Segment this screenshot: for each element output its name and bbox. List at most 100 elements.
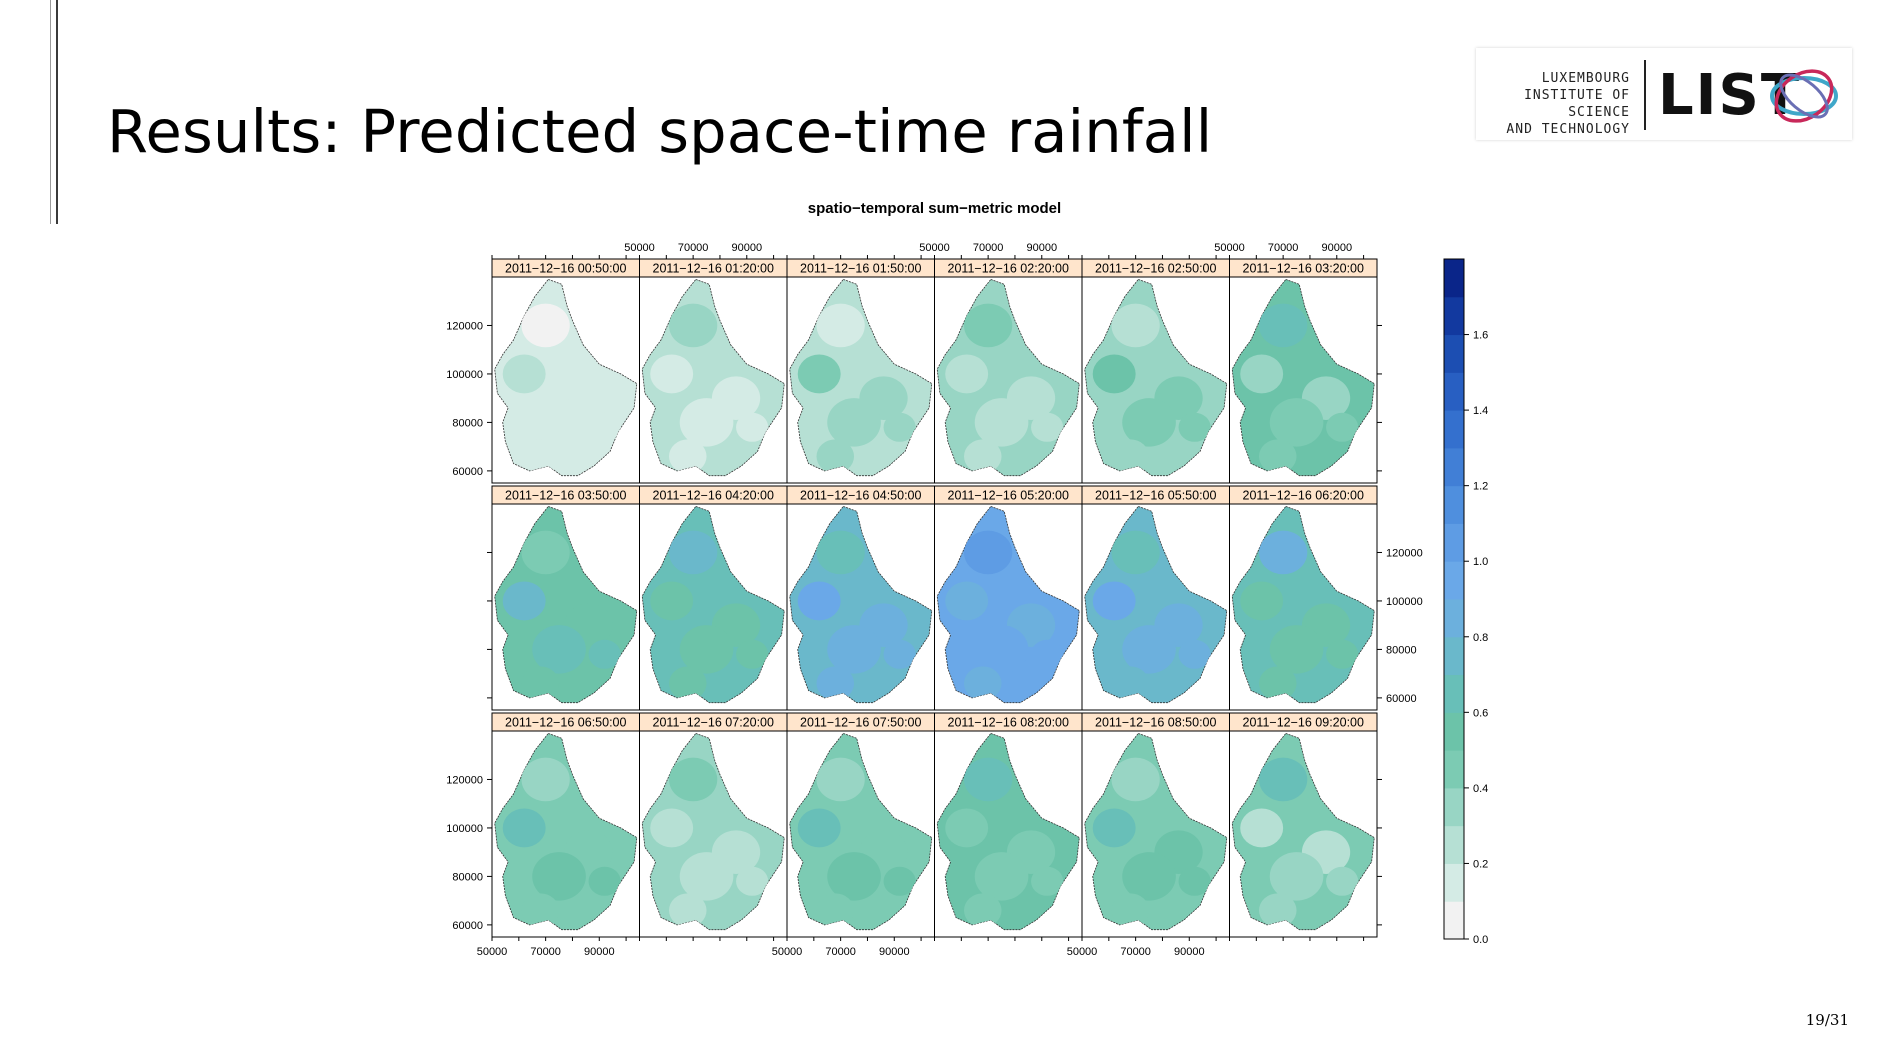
colorbar-tick-label: 0.0	[1473, 934, 1488, 946]
rainfall-patch	[816, 530, 865, 575]
panel-label: 2011−12−16 07:20:00	[653, 716, 774, 730]
rainfall-patch	[964, 666, 1002, 701]
colorbar-tick-label: 0.8	[1473, 632, 1488, 644]
rainfall-patch	[945, 808, 989, 848]
rainfall-patch	[1326, 639, 1359, 669]
colorbar-tick-label: 1.0	[1473, 556, 1488, 568]
panel-label: 2011−12−16 02:20:00	[948, 262, 1069, 276]
colorbar-segment	[1444, 863, 1464, 902]
x-tick-label: 70000	[1120, 946, 1151, 958]
colorbar-tick-label: 1.4	[1473, 405, 1488, 417]
panel-label: 2011−12−16 08:20:00	[948, 716, 1069, 730]
x-tick-label: 70000	[973, 242, 1004, 254]
rainfall-patch	[532, 852, 586, 901]
panel-label: 2011−12−16 04:50:00	[800, 489, 921, 503]
rainfall-patch	[1111, 757, 1160, 802]
colorbar-tick-label: 1.6	[1473, 330, 1488, 342]
rainfall-patch	[521, 757, 570, 802]
y-tick-label: 100000	[1386, 596, 1423, 608]
y-tick-label: 60000	[452, 466, 483, 478]
rainfall-patch	[797, 808, 841, 848]
colorbar-segment	[1444, 561, 1464, 600]
chart-title: spatio−temporal sum−metric model	[808, 200, 1061, 217]
x-tick-label: 50000	[1214, 242, 1245, 254]
x-tick-label: 90000	[879, 946, 910, 958]
rainfall-patch	[816, 439, 855, 474]
rainfall-patch	[679, 398, 734, 447]
x-tick-label: 90000	[584, 946, 615, 958]
colorbar-tick-label: 0.4	[1473, 783, 1488, 795]
rainfall-patch	[964, 757, 1013, 802]
rainfall-patch	[883, 639, 916, 669]
rainfall-patch	[532, 398, 586, 447]
colorbar-segment	[1444, 750, 1464, 789]
rainfall-patch	[502, 581, 546, 621]
rainfall-patch	[827, 852, 881, 901]
rainfall-patch	[588, 412, 621, 442]
rainfall-patch	[827, 625, 881, 674]
y-tick-label: 120000	[1386, 547, 1423, 559]
rainfall-patch	[1178, 639, 1211, 669]
rainfall-patch	[1240, 354, 1284, 394]
colorbar-frame	[1443, 258, 1465, 940]
panel-label: 2011−12−16 05:20:00	[948, 489, 1069, 503]
rainfall-patch	[827, 398, 881, 447]
left-rule	[56, 0, 58, 224]
colorbar-segment	[1444, 901, 1464, 940]
logo-line-2: INSTITUTE OF SCIENCE	[1524, 88, 1630, 120]
page-number: 19/31	[1805, 1011, 1849, 1029]
rainfall-patch	[1269, 625, 1324, 674]
rainfall-patch	[679, 852, 734, 901]
x-tick-label: 90000	[1321, 242, 1352, 254]
colorbar-segment	[1444, 410, 1464, 449]
colorbar-segment	[1444, 523, 1464, 562]
x-tick-label: 50000	[1067, 946, 1098, 958]
x-tick-label: 70000	[1268, 242, 1299, 254]
rainfall-patch	[797, 581, 841, 621]
logo-divider	[1644, 60, 1646, 130]
rainfall-patch	[816, 757, 865, 802]
x-tick-label: 50000	[624, 242, 655, 254]
rainfall-patch	[521, 530, 570, 575]
rainfall-patch	[974, 398, 1029, 447]
rainfall-patch	[816, 893, 855, 928]
colorbar-segment	[1444, 825, 1464, 864]
x-tick-label: 90000	[731, 242, 762, 254]
x-tick-label: 50000	[919, 242, 950, 254]
rainfall-patch	[532, 625, 586, 674]
rainfall-patch	[588, 866, 621, 896]
rainfall-patch	[1178, 412, 1211, 442]
rainfall-patch	[964, 303, 1013, 348]
x-tick-label: 50000	[477, 946, 508, 958]
rainfall-patch	[1122, 852, 1176, 901]
x-tick-label: 70000	[678, 242, 709, 254]
rainfall-patch	[736, 866, 769, 896]
globe-icon	[1770, 69, 1838, 123]
rainfall-patch	[588, 639, 621, 669]
rainfall-patch	[669, 530, 718, 575]
rainfall-patch	[1092, 354, 1136, 394]
colorbar-segment	[1444, 485, 1464, 524]
y-tick-label: 80000	[452, 871, 483, 883]
colorbar-segment	[1444, 334, 1464, 373]
rainfall-patch	[797, 354, 841, 394]
panel-label: 2011−12−16 03:20:00	[1243, 262, 1364, 276]
globe-ring-3	[1779, 73, 1829, 119]
logo-line-3: AND TECHNOLOGY	[1506, 122, 1630, 137]
y-tick-label: 100000	[446, 369, 483, 381]
rainfall-patch	[736, 412, 769, 442]
colorbar-segment	[1444, 599, 1464, 638]
rainfall-patch	[1326, 866, 1359, 896]
rainfall-patch	[964, 439, 1002, 474]
x-tick-label: 70000	[530, 946, 561, 958]
rainfall-patch	[521, 666, 560, 701]
panel-label: 2011−12−16 07:50:00	[800, 716, 921, 730]
rainfall-patch	[521, 893, 560, 928]
y-tick-label: 120000	[446, 320, 483, 332]
rainfall-patch	[1240, 581, 1284, 621]
rainfall-patch	[1031, 412, 1064, 442]
rainfall-patch	[669, 439, 707, 474]
y-tick-label: 60000	[1386, 693, 1417, 705]
panel-label: 2011−12−16 03:50:00	[505, 489, 626, 503]
colorbar-tick-label: 1.2	[1473, 481, 1488, 493]
